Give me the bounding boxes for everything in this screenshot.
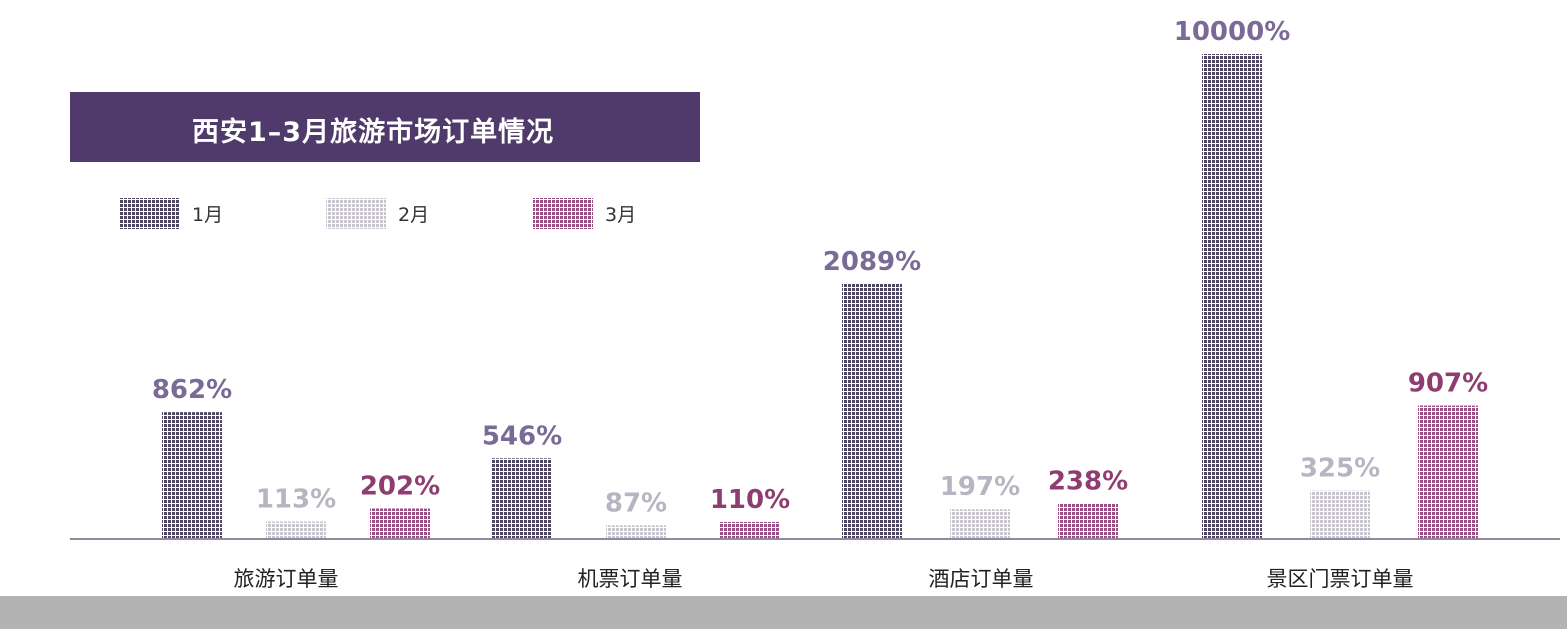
bar-4-1 — [1202, 54, 1262, 538]
value-label-4-1: 10000% — [1174, 17, 1291, 47]
category-label-3: 酒店订单量 — [929, 567, 1034, 591]
legend-swatch-1 — [120, 198, 180, 229]
chart-title: 西安1–3月旅游市场订单情况 — [192, 117, 555, 148]
value-label-1-2: 113% — [256, 485, 336, 515]
bar-3-2 — [950, 509, 1010, 538]
bar-3-3 — [1058, 503, 1118, 538]
legend-label-3: 3月 — [605, 204, 636, 226]
bar-1-3 — [370, 508, 430, 538]
category-label-1: 旅游订单量 — [234, 567, 339, 591]
bars-group: 862% 113% 202% 旅游订单量 546% 87% 110% 机票订单量 2089% 19… — [152, 17, 1488, 591]
bar-2-2 — [606, 525, 666, 538]
bar-2-1 — [492, 458, 552, 538]
value-label-2-3: 110% — [710, 485, 790, 515]
value-label-3-3: 238% — [1048, 466, 1128, 496]
value-label-3-1: 2089% — [823, 247, 921, 277]
value-label-2-2: 87% — [605, 488, 667, 518]
category-label-2: 机票订单量 — [578, 567, 683, 591]
chart-title-bar: 西安1–3月旅游市场订单情况 — [70, 92, 700, 162]
value-label-1-3: 202% — [360, 472, 440, 502]
bar-3-1 — [842, 283, 902, 538]
legend-swatch-2 — [326, 198, 386, 229]
bar-4-3 — [1418, 405, 1478, 538]
bar-1-2 — [266, 521, 326, 538]
bar-4-2 — [1310, 490, 1370, 538]
value-label-3-2: 197% — [940, 472, 1020, 502]
footer-band — [0, 596, 1567, 629]
value-label-4-2: 325% — [1300, 454, 1380, 484]
bar-2-3 — [720, 521, 780, 538]
bar-1-1 — [162, 412, 222, 538]
category-label-4: 景区门票订单量 — [1267, 567, 1414, 591]
legend-swatch-3 — [533, 198, 593, 229]
legend-label-1: 1月 — [192, 204, 223, 226]
legend-label-2: 2月 — [398, 204, 429, 226]
value-label-4-3: 907% — [1408, 369, 1488, 399]
bar-chart: 1月 2月 3月 862% 113% 202% 旅游订单量 546% 87% 110% 机票订单量… — [70, 17, 1560, 591]
value-label-1-1: 862% — [152, 375, 232, 405]
value-label-2-1: 546% — [482, 421, 562, 451]
legend: 1月 2月 3月 — [120, 198, 636, 229]
